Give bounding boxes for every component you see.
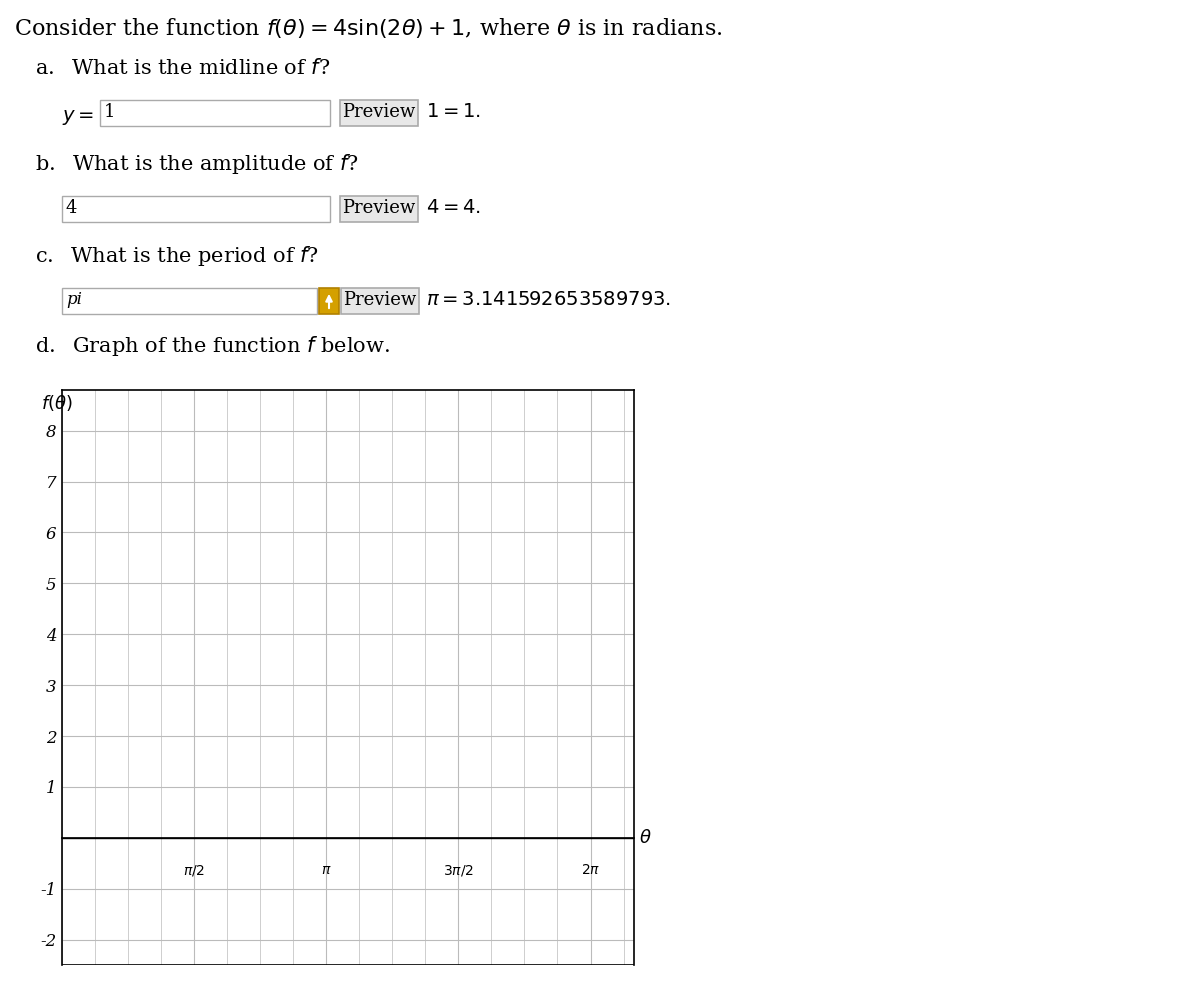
Bar <box>340 196 418 222</box>
Text: d.  Graph of the function $f$ below.: d. Graph of the function $f$ below. <box>35 334 390 358</box>
Text: $f(\theta)$: $f(\theta)$ <box>41 393 73 412</box>
Bar <box>62 288 317 314</box>
Text: $\theta$: $\theta$ <box>640 829 652 847</box>
Text: 1: 1 <box>104 103 115 121</box>
Bar <box>341 288 419 314</box>
Bar <box>340 100 418 126</box>
Bar <box>62 196 330 222</box>
Text: Preview: Preview <box>343 291 416 309</box>
Text: $4 = 4.$: $4 = 4.$ <box>426 199 481 217</box>
Bar <box>319 288 340 314</box>
Text: pi: pi <box>66 291 82 308</box>
Text: a.  What is the midline of $f$?: a. What is the midline of $f$? <box>35 58 330 78</box>
Text: $y = $: $y = $ <box>62 108 94 127</box>
Text: c.  What is the period of $f$?: c. What is the period of $f$? <box>35 244 319 268</box>
Text: Preview: Preview <box>342 103 415 121</box>
Text: $1 = 1.$: $1 = 1.$ <box>426 103 481 121</box>
Text: Consider the function $f(\theta) = 4\sin(2\theta) + 1$, where $\theta$ is in rad: Consider the function $f(\theta) = 4\sin… <box>14 16 722 40</box>
Text: Preview: Preview <box>342 199 415 217</box>
Text: b.  What is the amplitude of $f$?: b. What is the amplitude of $f$? <box>35 152 359 176</box>
Text: $\pi = 3.141592653589793.$: $\pi = 3.141592653589793.$ <box>426 291 671 309</box>
Bar <box>100 100 330 126</box>
Text: 4: 4 <box>66 199 77 217</box>
